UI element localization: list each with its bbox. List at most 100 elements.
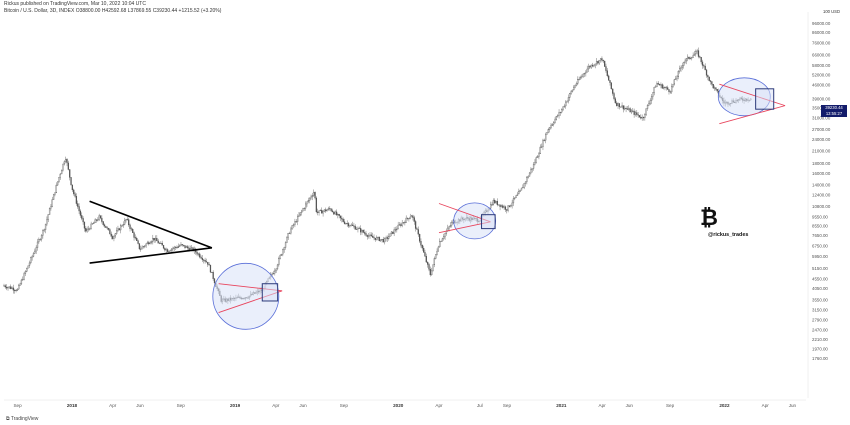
candle-body <box>400 224 402 226</box>
y-tick-label: 76000.00 <box>812 40 831 45</box>
candle-body <box>132 229 134 233</box>
candle-body <box>318 210 320 213</box>
candle-body <box>287 233 289 238</box>
candle-body <box>503 206 505 208</box>
candle-body <box>370 234 372 237</box>
candle-body <box>410 215 413 218</box>
candle-body <box>673 79 675 85</box>
accumulation-ellipse-2020 <box>453 202 497 240</box>
candle-body <box>161 242 163 246</box>
y-tick-label: 52000.00 <box>812 72 831 77</box>
candle-body <box>707 75 709 78</box>
candle-body <box>144 245 146 247</box>
candle-body <box>650 96 653 101</box>
candle-body <box>346 223 348 225</box>
candle-body <box>59 173 61 178</box>
candle-body <box>184 245 186 248</box>
candle-body <box>345 223 347 225</box>
candle-body <box>398 224 401 226</box>
candle-body <box>327 208 330 211</box>
candle-body <box>62 163 64 171</box>
candle-body <box>634 112 637 115</box>
candle-body <box>69 169 71 178</box>
candle-body <box>585 71 587 74</box>
candle-body <box>201 258 204 261</box>
candle-body <box>437 246 440 252</box>
candle-body <box>330 208 332 211</box>
candle-body <box>142 246 145 248</box>
candle-body <box>389 233 391 237</box>
candle-body <box>343 221 346 224</box>
candle-body <box>360 228 362 233</box>
candle-body <box>8 286 10 288</box>
candle-body <box>499 204 501 207</box>
candle-body <box>208 264 210 266</box>
candle-body <box>549 127 551 130</box>
candle-body <box>680 67 682 69</box>
candle-body <box>34 250 36 254</box>
y-tick-label: 16000.00 <box>812 171 831 176</box>
candle-body <box>48 208 51 215</box>
candle-body <box>164 247 166 251</box>
candle-body <box>114 233 116 237</box>
candle-body <box>713 87 716 89</box>
candle-body <box>703 65 705 67</box>
candle-body <box>443 236 445 239</box>
x-tick-label: Sep <box>13 403 22 408</box>
candle-body <box>295 221 297 223</box>
triangle-upper-line <box>89 200 213 249</box>
candle-body <box>319 209 322 211</box>
triangle-lower-line <box>89 247 213 264</box>
candle-body <box>551 124 553 126</box>
candle-body <box>303 208 305 209</box>
candle-body <box>593 64 595 67</box>
candle-body <box>338 214 340 217</box>
candle-body <box>510 205 512 207</box>
candle-body <box>333 211 335 215</box>
candle-body <box>283 247 285 250</box>
candle-body <box>82 218 84 223</box>
candle-body <box>350 224 352 226</box>
candle-body <box>91 223 94 225</box>
candle-body <box>349 225 351 227</box>
candle-body <box>271 273 273 275</box>
candle-body <box>334 211 336 215</box>
candle-body <box>176 247 178 249</box>
candle-body <box>495 201 497 204</box>
candle-body <box>85 228 87 232</box>
candle-body <box>396 228 398 231</box>
x-tick-label: Jun <box>789 403 797 408</box>
candle-body <box>433 258 435 265</box>
candle-body <box>520 187 523 191</box>
y-tick-label: 10800.00 <box>812 204 831 209</box>
candle-body <box>689 57 692 59</box>
candle-body <box>429 269 431 276</box>
candle-body <box>618 103 621 108</box>
candle-body <box>582 73 584 77</box>
candle-body <box>354 226 356 230</box>
candle-body <box>530 169 532 174</box>
y-tick-label: 21000.00 <box>812 148 831 153</box>
candle-body <box>364 232 366 234</box>
candle-body <box>146 242 149 245</box>
candle-body <box>524 181 527 184</box>
candle-body <box>138 243 141 250</box>
candle-body <box>620 106 622 108</box>
candle-body <box>134 237 137 239</box>
candle-body <box>296 216 299 222</box>
y-tick-label: 8550.00 <box>812 224 828 229</box>
candle-body <box>535 157 537 163</box>
candle-body <box>657 83 659 85</box>
tradingview-logo[interactable]: ⧉ TradingView <box>6 416 38 422</box>
x-tick-label: 2021 <box>556 403 567 408</box>
candle-body <box>604 60 606 67</box>
candle-body <box>376 237 378 240</box>
candle-body <box>602 60 604 62</box>
candle-body <box>169 250 171 252</box>
candle-body <box>668 89 670 92</box>
y-tick-label: 58000.00 <box>812 63 831 68</box>
candle-body <box>203 259 205 261</box>
candle-body <box>404 222 406 224</box>
candle-body <box>339 215 342 219</box>
